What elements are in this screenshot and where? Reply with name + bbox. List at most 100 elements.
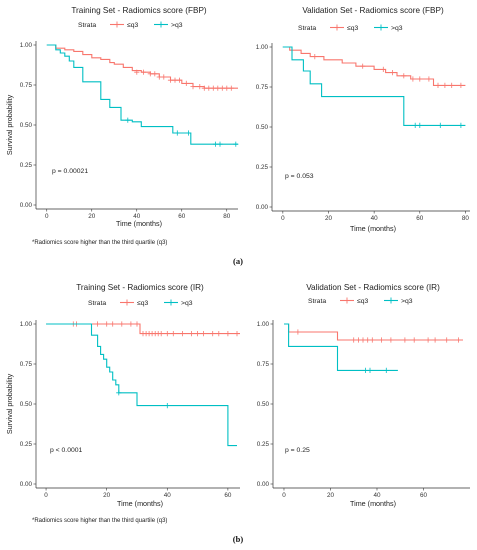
censor-mark bbox=[164, 403, 170, 409]
km-plot-training-fbp: Training Set - Radiomics score (FBP) Stra… bbox=[5, 6, 239, 228]
censor-mark bbox=[119, 321, 125, 327]
x-tick-label: 60 bbox=[178, 213, 186, 220]
legend-cross bbox=[114, 21, 120, 28]
censor-mark bbox=[164, 331, 170, 337]
censor-mark bbox=[458, 122, 464, 128]
censor-mark bbox=[183, 80, 189, 86]
censor-mark bbox=[147, 71, 153, 77]
censor-mark bbox=[425, 337, 431, 343]
censor-mark bbox=[95, 321, 101, 327]
censor-mark bbox=[402, 337, 408, 343]
x-tick-label: 60 bbox=[224, 492, 232, 499]
y-tick-label: 0.75 bbox=[257, 361, 270, 368]
censor-mark bbox=[426, 76, 432, 82]
legend-cross bbox=[124, 299, 130, 306]
censor-mark bbox=[367, 367, 373, 373]
legend-label: >q3 bbox=[391, 25, 403, 32]
x-tick-label: 0 bbox=[45, 213, 49, 220]
y-tick-label: 0.00 bbox=[256, 204, 269, 211]
y-tick-label: 0.50 bbox=[20, 122, 33, 129]
x-tick-label: 60 bbox=[416, 215, 424, 222]
censor-mark bbox=[158, 331, 164, 337]
survival-curve-high bbox=[282, 46, 466, 126]
legend-cross bbox=[388, 297, 394, 304]
censor-mark bbox=[417, 122, 423, 128]
y-tick-label: 0.25 bbox=[20, 162, 33, 169]
x-tick-label: 80 bbox=[462, 215, 470, 222]
censor-mark bbox=[432, 337, 438, 343]
p-value-label: p < 0.0001 bbox=[50, 447, 83, 454]
survival-curve-low bbox=[284, 323, 463, 341]
km-plot-validation-fbp: Validation Set - Radiomics score (FBP) St… bbox=[256, 6, 470, 233]
censor-mark bbox=[176, 77, 183, 83]
censor-mark bbox=[140, 69, 147, 75]
caption-b: (b) bbox=[233, 534, 244, 544]
censor-mark bbox=[295, 329, 301, 335]
censor-mark bbox=[174, 130, 180, 136]
x-axis-label: Time (months) bbox=[117, 499, 163, 508]
y-tick-label: 0.50 bbox=[257, 401, 270, 408]
censor-mark bbox=[210, 331, 216, 337]
censor-mark bbox=[411, 337, 417, 343]
censor-mark bbox=[380, 66, 386, 72]
x-tick-label: 40 bbox=[164, 492, 172, 499]
censor-mark bbox=[179, 331, 185, 337]
censor-mark bbox=[351, 337, 357, 343]
censor-mark bbox=[210, 85, 216, 91]
y-tick-label: 0.25 bbox=[257, 441, 270, 448]
x-tick-label: 0 bbox=[44, 492, 48, 499]
x-axis-label: Time (months) bbox=[350, 499, 396, 508]
legend-label: >q3 bbox=[401, 298, 413, 305]
censor-mark bbox=[383, 367, 389, 373]
censor-mark bbox=[412, 122, 418, 128]
censor-mark bbox=[437, 122, 443, 128]
censor-mark bbox=[362, 367, 368, 373]
censor-mark bbox=[128, 321, 134, 327]
censor-mark bbox=[234, 331, 240, 337]
censor-mark bbox=[167, 77, 174, 83]
footnote-a: *Radiomics score higher than the third q… bbox=[32, 240, 167, 246]
y-tick-label: 0.75 bbox=[20, 361, 33, 368]
caption-a: (a) bbox=[233, 256, 243, 266]
legend-cross bbox=[168, 299, 174, 306]
legend-label: ≤q3 bbox=[137, 300, 149, 307]
km-plot-training-ir: Training Set - Radiomics score (IR) Strat… bbox=[5, 283, 240, 508]
y-tick-label: 0.00 bbox=[20, 202, 33, 209]
censor-mark bbox=[389, 70, 395, 76]
y-tick-label: 0.25 bbox=[20, 441, 33, 448]
legend-label: >q3 bbox=[171, 22, 183, 29]
censor-mark bbox=[360, 337, 366, 343]
y-tick-label: 1.00 bbox=[256, 44, 269, 51]
censor-mark bbox=[442, 82, 448, 88]
censor-mark bbox=[195, 331, 201, 337]
censor-mark bbox=[125, 117, 131, 123]
censor-mark bbox=[449, 82, 455, 88]
y-tick-label: 0.75 bbox=[20, 82, 33, 89]
censor-mark bbox=[233, 141, 239, 147]
km-plot-validation-ir: Validation Set - Radiomics score (IR) Str… bbox=[257, 283, 470, 508]
x-tick-label: 60 bbox=[420, 492, 428, 499]
censor-mark bbox=[185, 130, 192, 136]
chart-title: Validation Set - Radiomics score (FBP) bbox=[302, 6, 444, 15]
censor-mark bbox=[228, 85, 234, 91]
y-axis-label: Survival probability bbox=[5, 94, 14, 155]
chart-title: Training Set - Radiomics score (IR) bbox=[76, 283, 204, 292]
censor-mark bbox=[435, 82, 441, 88]
legend-title: Strata bbox=[78, 22, 96, 29]
legend-cross bbox=[344, 297, 350, 304]
y-tick-label: 0.00 bbox=[257, 481, 270, 488]
x-axis-label: Time (months) bbox=[350, 224, 396, 233]
censor-mark bbox=[172, 77, 178, 83]
censor-mark bbox=[379, 337, 385, 343]
chart-title: Validation Set - Radiomics score (IR) bbox=[306, 283, 440, 292]
y-tick-label: 0.50 bbox=[256, 124, 269, 131]
censor-mark bbox=[104, 321, 110, 327]
chart-title: Training Set - Radiomics score (FBP) bbox=[71, 6, 207, 15]
survival-curve-low bbox=[46, 44, 238, 89]
censor-mark bbox=[224, 85, 230, 91]
y-tick-label: 1.00 bbox=[20, 321, 33, 328]
censor-mark bbox=[219, 85, 225, 91]
x-tick-label: 40 bbox=[133, 213, 141, 220]
legend-label: ≤q3 bbox=[347, 25, 359, 32]
censor-mark bbox=[388, 337, 394, 343]
